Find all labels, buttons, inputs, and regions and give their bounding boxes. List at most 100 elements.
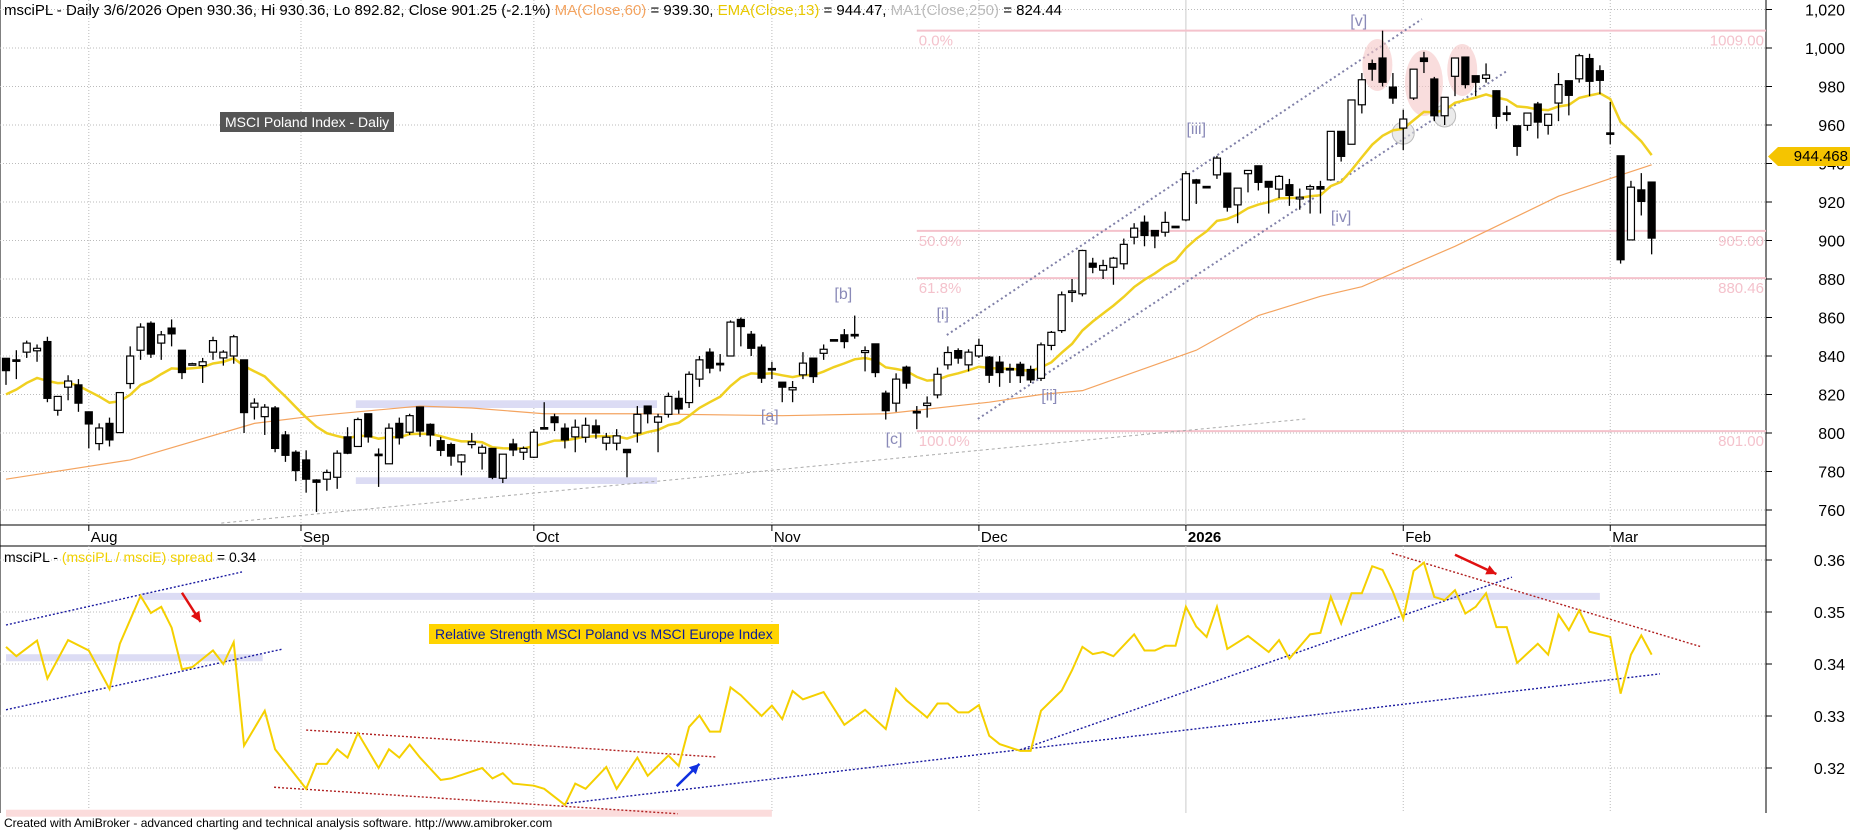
price-pane-header: msciPL - Daily 3/6/2026 Open 930.36, Hi …: [4, 2, 1062, 19]
candle: [1285, 178, 1294, 206]
candle-body: [695, 359, 704, 380]
candle-body: [943, 351, 952, 366]
candle-body: [1109, 257, 1118, 268]
candle-body: [374, 453, 383, 457]
candle: [840, 329, 849, 349]
candle: [12, 350, 21, 380]
candle: [167, 319, 176, 347]
candle: [1181, 171, 1191, 222]
candle-body: [1471, 75, 1480, 83]
candle-body: [509, 443, 518, 451]
candle-body: [664, 395, 673, 415]
ma60-line: [5, 164, 1652, 480]
candle-body: [229, 336, 238, 357]
candle-body: [1223, 172, 1232, 208]
candle: [860, 346, 870, 372]
candle-body: [1285, 184, 1294, 197]
candle: [912, 406, 921, 430]
candle-body: [105, 422, 114, 441]
candle: [1243, 169, 1253, 193]
candle-body: [467, 441, 476, 446]
candle: [1047, 330, 1056, 351]
candle: [312, 479, 321, 512]
candle: [954, 348, 963, 364]
candle: [1616, 155, 1625, 264]
candle-body: [95, 427, 104, 445]
candle: [1150, 229, 1159, 249]
candle: [1440, 96, 1449, 125]
candle: [1430, 76, 1439, 122]
candle: [1202, 185, 1211, 189]
candle-body: [1295, 196, 1304, 200]
candle: [602, 433, 611, 451]
candle-body: [250, 402, 259, 408]
candle-body: [1575, 55, 1584, 80]
candle-body: [829, 339, 839, 342]
candle: [695, 356, 704, 387]
candle: [1264, 180, 1273, 214]
candle-body: [747, 333, 756, 349]
spread-trendline: [274, 786, 678, 815]
candle-body: [1078, 249, 1087, 295]
month-label: Mar: [1612, 529, 1638, 546]
candle-body: [364, 413, 373, 438]
elliott-wave-label: [i]: [936, 306, 948, 323]
price-tick-label: 860: [1818, 311, 1845, 328]
price-tick-label: 760: [1818, 503, 1845, 520]
ma250-legend: MA1(Close,250): [890, 2, 1000, 19]
candle-body: [798, 362, 808, 376]
candle-body: [1399, 118, 1408, 129]
price-tick-label: 920: [1818, 195, 1845, 212]
candle: [467, 433, 476, 449]
candle-body: [12, 359, 21, 362]
candle-body: [705, 351, 714, 369]
candle: [1564, 80, 1573, 116]
candle-body: [1554, 83, 1563, 104]
candle-body: [1637, 189, 1646, 203]
range-band: [355, 477, 658, 485]
fib-value-label: 1009.00: [1710, 33, 1764, 50]
spread-trendline: [306, 729, 718, 758]
candle: [478, 444, 487, 470]
candle: [436, 436, 445, 457]
candle: [643, 405, 652, 424]
candle: [1305, 184, 1315, 214]
candle: [1098, 259, 1108, 279]
candle-body: [819, 348, 828, 354]
candle-body: [1461, 56, 1470, 86]
candle-body: [1544, 113, 1553, 126]
candle-body: [1150, 229, 1159, 237]
candle: [1347, 99, 1356, 145]
candle-body: [1192, 179, 1201, 184]
candle: [1544, 113, 1553, 135]
candle: [1057, 291, 1066, 333]
candle: [1192, 178, 1201, 204]
candle-body: [167, 327, 176, 335]
price-tick-label: 880: [1818, 272, 1845, 289]
candle-body: [498, 453, 507, 479]
candle: [74, 379, 83, 412]
fib-value-label: 905.00: [1718, 233, 1764, 250]
candle: [974, 338, 984, 358]
candle-body: [1440, 96, 1449, 117]
candle: [208, 336, 218, 360]
candle: [1005, 363, 1015, 383]
candle-body: [1140, 221, 1149, 237]
candle-body: [1130, 227, 1139, 238]
candle-body: [1481, 74, 1491, 80]
fib-percent-label: 50.0%: [919, 233, 962, 250]
candle-body: [1067, 290, 1077, 294]
candle-body: [560, 427, 570, 441]
ohlc-readout: msciPL - Daily 3/6/2026 Open 930.36, Hi …: [4, 2, 555, 19]
candle: [871, 343, 880, 378]
candle: [1450, 57, 1460, 97]
candle-body: [736, 318, 745, 328]
spread-band: [6, 809, 772, 817]
candle-body: [612, 435, 621, 444]
candle-body: [488, 447, 497, 478]
candle-body: [778, 381, 787, 388]
candle: [374, 448, 383, 487]
candle-body: [84, 411, 93, 425]
candle: [778, 381, 787, 403]
candle: [302, 450, 311, 493]
